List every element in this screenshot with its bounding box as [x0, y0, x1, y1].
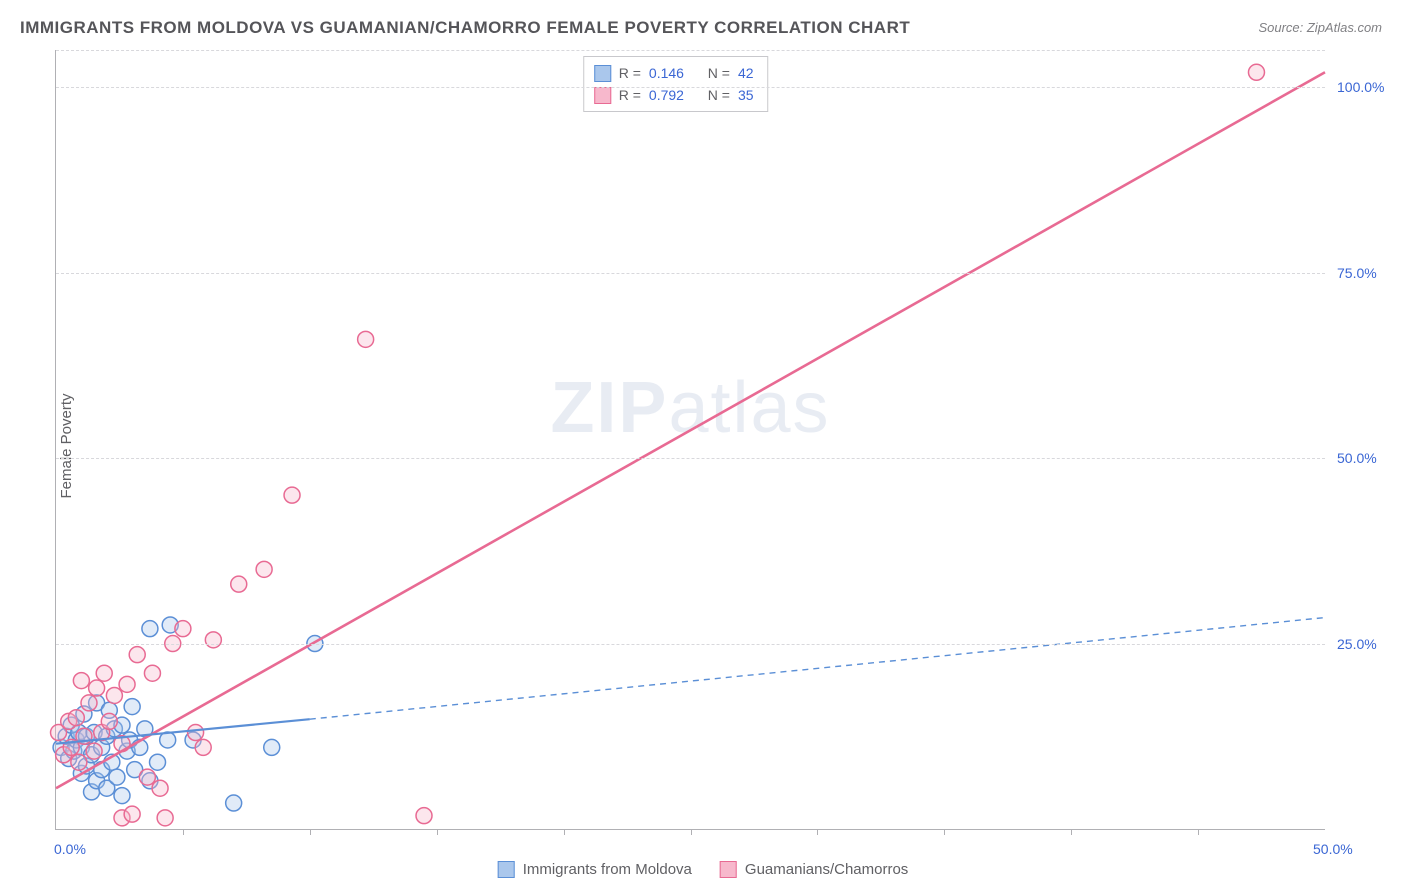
- data-point: [71, 754, 87, 770]
- x-tick: [1198, 829, 1199, 835]
- n-label-0: N =: [708, 62, 730, 84]
- x-tick: [944, 829, 945, 835]
- legend-row-moldova: R = 0.146 N = 42: [594, 62, 754, 84]
- data-point: [226, 795, 242, 811]
- data-point: [109, 769, 125, 785]
- data-point: [81, 695, 97, 711]
- source-attribution: Source: ZipAtlas.com: [1258, 20, 1382, 35]
- y-tick-label: 25.0%: [1337, 636, 1377, 652]
- grid-line: [56, 644, 1325, 645]
- data-point: [86, 743, 102, 759]
- x-tick: [183, 829, 184, 835]
- x-min-label: 0.0%: [54, 841, 86, 857]
- x-tick: [564, 829, 565, 835]
- series-legend: Immigrants from Moldova Guamanians/Chamo…: [498, 861, 909, 878]
- swatch-moldova-btm: [498, 861, 515, 878]
- data-point: [106, 687, 122, 703]
- data-point: [205, 632, 221, 648]
- r-value-0: 0.146: [649, 62, 684, 84]
- data-point: [124, 806, 140, 822]
- data-point: [1248, 64, 1264, 80]
- data-point: [101, 713, 117, 729]
- data-point: [152, 780, 168, 796]
- data-point: [150, 754, 166, 770]
- data-point: [157, 810, 173, 826]
- x-tick: [310, 829, 311, 835]
- grid-line: [56, 50, 1325, 51]
- data-point: [73, 673, 89, 689]
- grid-line: [56, 273, 1325, 274]
- legend-label-moldova: Immigrants from Moldova: [523, 861, 692, 878]
- data-point: [139, 769, 155, 785]
- swatch-guam: [594, 87, 611, 104]
- legend-item-guam: Guamanians/Chamorros: [720, 861, 908, 878]
- data-point: [119, 676, 135, 692]
- data-point: [358, 331, 374, 347]
- x-max-label: 50.0%: [1313, 841, 1353, 857]
- trend-line: [56, 72, 1325, 788]
- n-value-0: 42: [738, 62, 754, 84]
- data-point: [231, 576, 247, 592]
- legend-label-guam: Guamanians/Chamorros: [745, 861, 908, 878]
- grid-line: [56, 87, 1325, 88]
- x-tick: [437, 829, 438, 835]
- correlation-legend: R = 0.146 N = 42 R = 0.792 N = 35: [583, 56, 769, 112]
- data-point: [114, 788, 130, 804]
- data-point: [256, 561, 272, 577]
- plot-area: ZIPatlas R = 0.146 N = 42 R = 0.792 N = …: [55, 50, 1325, 830]
- data-point: [175, 621, 191, 637]
- x-tick: [1071, 829, 1072, 835]
- data-point: [142, 621, 158, 637]
- legend-item-moldova: Immigrants from Moldova: [498, 861, 692, 878]
- data-point: [68, 710, 84, 726]
- swatch-moldova: [594, 65, 611, 82]
- data-point: [264, 739, 280, 755]
- data-point: [129, 647, 145, 663]
- y-tick-label: 50.0%: [1337, 450, 1377, 466]
- chart-title: IMMIGRANTS FROM MOLDOVA VS GUAMANIAN/CHA…: [20, 18, 910, 38]
- data-point: [96, 665, 112, 681]
- x-tick: [691, 829, 692, 835]
- r-label-0: R =: [619, 62, 641, 84]
- data-point: [144, 665, 160, 681]
- y-tick-label: 100.0%: [1337, 79, 1384, 95]
- data-point: [416, 808, 432, 824]
- data-point: [188, 725, 204, 741]
- data-point: [89, 680, 105, 696]
- data-point: [284, 487, 300, 503]
- data-point: [124, 699, 140, 715]
- scatter-svg: [56, 50, 1325, 829]
- swatch-guam-btm: [720, 861, 737, 878]
- x-tick: [817, 829, 818, 835]
- trend-line-extrapolated: [310, 618, 1325, 720]
- data-point: [195, 739, 211, 755]
- y-tick-label: 75.0%: [1337, 265, 1377, 281]
- grid-line: [56, 458, 1325, 459]
